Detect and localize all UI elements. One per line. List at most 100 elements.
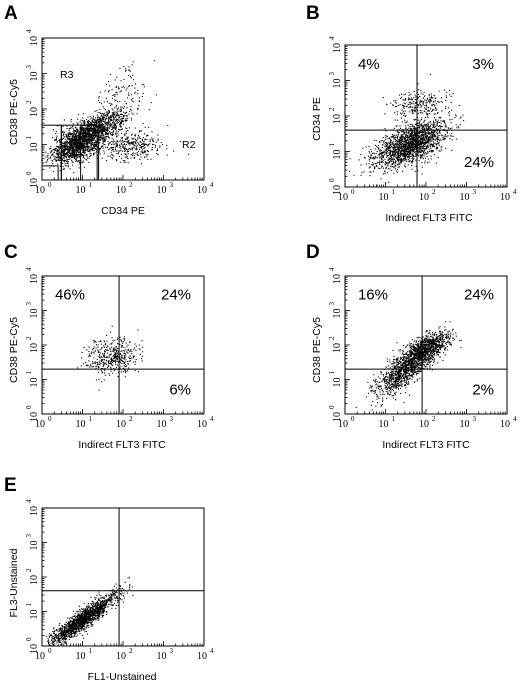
data-point <box>434 134 436 136</box>
data-point <box>151 146 153 149</box>
data-point <box>413 138 415 140</box>
data-point <box>368 145 370 147</box>
data-point <box>102 117 104 119</box>
data-point <box>81 143 84 145</box>
data-point <box>136 144 138 146</box>
scatter-points-c <box>77 325 144 391</box>
data-point <box>86 159 88 161</box>
data-point <box>100 114 103 116</box>
data-point <box>62 147 64 149</box>
data-point <box>119 146 121 149</box>
data-point <box>90 130 92 132</box>
data-point <box>76 130 79 132</box>
data-point <box>90 135 92 137</box>
data-point <box>104 122 106 124</box>
data-point <box>417 146 419 148</box>
data-point <box>426 155 428 157</box>
data-point <box>64 142 66 144</box>
data-point <box>92 147 94 150</box>
data-point <box>66 155 68 157</box>
data-point <box>104 140 106 142</box>
data-point <box>419 125 421 127</box>
data-point <box>422 158 425 160</box>
data-point <box>123 106 125 108</box>
data-point <box>400 117 402 119</box>
data-point <box>133 146 135 148</box>
data-point <box>90 147 93 149</box>
data-point <box>422 146 424 148</box>
data-point <box>404 159 407 161</box>
data-point <box>424 149 426 151</box>
data-point <box>398 151 400 153</box>
data-point <box>88 157 90 159</box>
data-point <box>121 360 123 362</box>
data-point <box>88 346 90 348</box>
data-point <box>84 148 86 150</box>
data-point <box>402 136 404 138</box>
data-point <box>132 101 134 103</box>
data-point <box>417 154 419 156</box>
data-point <box>107 149 109 151</box>
data-point <box>370 154 372 156</box>
data-point <box>124 145 126 147</box>
data-point <box>114 349 116 351</box>
data-point <box>369 175 371 177</box>
data-point <box>114 128 116 130</box>
data-point <box>139 130 141 132</box>
data-point <box>94 117 96 119</box>
data-point <box>384 152 386 154</box>
data-point <box>138 136 140 138</box>
data-point <box>84 154 86 156</box>
data-point <box>431 130 433 133</box>
data-point <box>77 144 79 146</box>
data-point <box>79 137 81 139</box>
data-point <box>396 143 399 146</box>
data-point <box>112 146 114 149</box>
data-point <box>420 92 422 94</box>
data-point <box>91 143 93 145</box>
data-point <box>421 157 423 159</box>
data-point <box>407 149 409 151</box>
data-point <box>431 97 433 99</box>
data-point <box>55 159 57 161</box>
x-tick-label-b: 10 <box>338 192 348 203</box>
data-point <box>384 150 386 152</box>
data-point <box>430 96 432 98</box>
data-point <box>118 119 120 121</box>
data-point <box>415 143 417 145</box>
data-point <box>50 150 52 152</box>
data-point <box>128 70 130 72</box>
data-point <box>87 134 89 136</box>
data-point <box>85 149 87 151</box>
data-point <box>410 144 413 146</box>
data-point <box>70 120 72 122</box>
data-point <box>80 153 83 155</box>
data-point <box>138 97 140 99</box>
data-point <box>397 158 399 160</box>
data-point <box>84 152 86 154</box>
data-point <box>157 154 159 156</box>
data-point <box>95 344 98 346</box>
data-point <box>143 147 145 149</box>
data-point <box>72 152 74 154</box>
data-point <box>149 143 151 145</box>
data-point <box>380 154 382 156</box>
data-point <box>120 137 122 139</box>
data-point <box>101 135 103 137</box>
data-point <box>77 147 79 149</box>
data-point <box>90 143 92 145</box>
data-point <box>147 143 150 145</box>
data-point <box>69 128 71 130</box>
data-point <box>128 92 130 94</box>
data-point <box>425 133 427 135</box>
data-point <box>370 154 372 156</box>
data-point <box>132 153 134 155</box>
data-point <box>78 138 80 140</box>
data-point <box>384 127 386 130</box>
data-point <box>397 146 399 148</box>
data-point <box>411 154 413 156</box>
data-point <box>111 129 113 131</box>
x-tick-label-b: 10 <box>379 192 389 203</box>
data-point <box>112 139 114 141</box>
data-point <box>72 164 74 166</box>
